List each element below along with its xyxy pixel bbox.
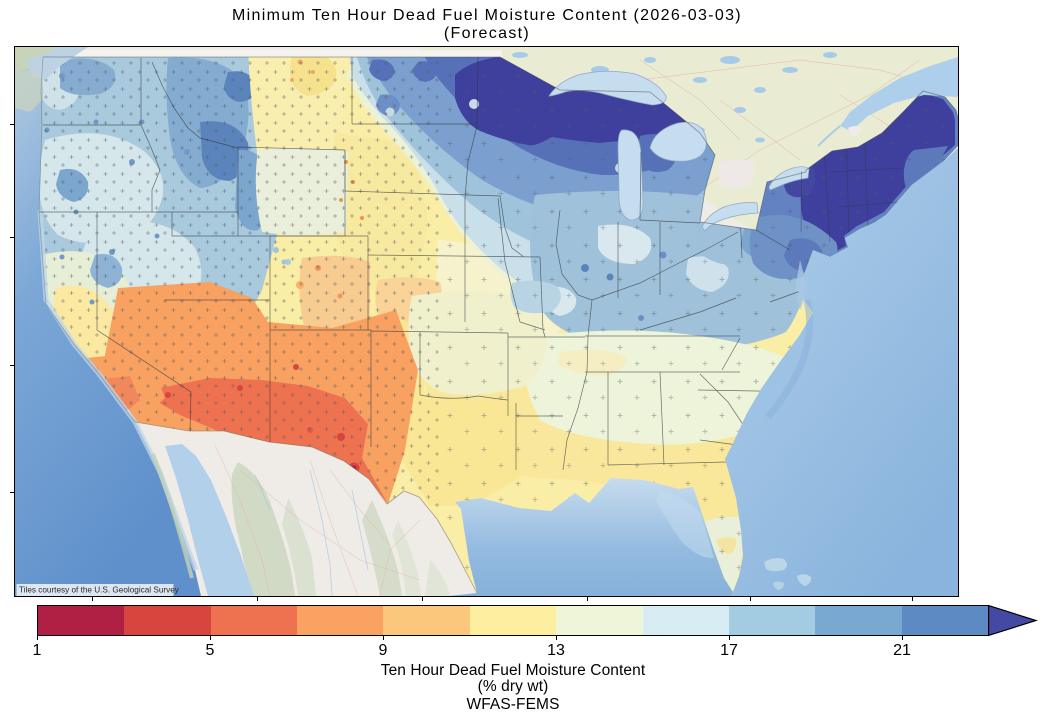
- svg-text:Tiles courtesy of the U.S. Geo: Tiles courtesy of the U.S. Geological Su…: [19, 586, 180, 595]
